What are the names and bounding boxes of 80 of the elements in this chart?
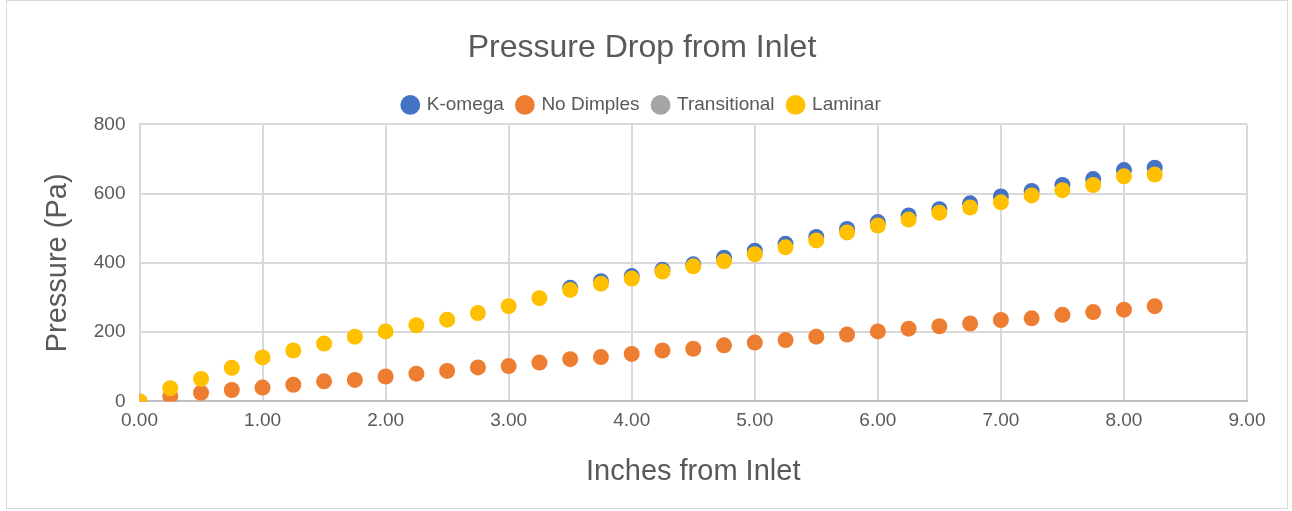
point bbox=[623, 345, 640, 362]
point bbox=[408, 317, 425, 334]
point bbox=[716, 337, 733, 354]
y-tick-label: 400 bbox=[93, 251, 126, 273]
point bbox=[500, 358, 517, 375]
point bbox=[931, 318, 948, 335]
point bbox=[900, 211, 917, 228]
point bbox=[685, 340, 702, 357]
point bbox=[439, 362, 456, 379]
x-tick-label: 5.00 bbox=[736, 409, 774, 431]
y-axis-title: Pressure (Pa) bbox=[40, 173, 73, 353]
y-tick-label: 600 bbox=[93, 181, 126, 203]
point bbox=[193, 384, 210, 401]
point bbox=[654, 342, 671, 359]
point bbox=[562, 351, 579, 368]
point bbox=[377, 368, 394, 385]
point bbox=[592, 349, 609, 366]
point bbox=[285, 342, 302, 359]
x-tick-label: 6.00 bbox=[859, 409, 897, 431]
point bbox=[531, 290, 548, 307]
point bbox=[746, 246, 763, 263]
point bbox=[808, 328, 825, 345]
x-tick-label: 1.00 bbox=[244, 409, 282, 431]
point bbox=[377, 323, 394, 340]
point bbox=[469, 305, 486, 322]
x-tick-label: 0.00 bbox=[121, 409, 158, 431]
point bbox=[316, 373, 333, 390]
point bbox=[1054, 182, 1071, 199]
point bbox=[808, 232, 825, 249]
point bbox=[346, 371, 363, 388]
point bbox=[469, 359, 486, 376]
point bbox=[162, 380, 179, 397]
point bbox=[223, 359, 240, 376]
x-tick-label: 2.00 bbox=[367, 409, 405, 431]
point bbox=[285, 376, 302, 393]
point bbox=[1146, 298, 1163, 315]
point bbox=[1023, 187, 1040, 204]
legend-label: Laminar bbox=[812, 93, 882, 115]
legend-label: Transitional bbox=[677, 93, 775, 115]
point bbox=[223, 381, 240, 398]
point bbox=[962, 315, 979, 332]
point bbox=[1085, 176, 1102, 193]
chart-title: Pressure Drop from Inlet bbox=[467, 28, 817, 65]
point bbox=[992, 312, 1009, 329]
point bbox=[254, 379, 271, 396]
point bbox=[962, 199, 979, 216]
x-axis-title: Inches from Inlet bbox=[586, 453, 801, 486]
point bbox=[316, 335, 333, 352]
point bbox=[839, 224, 856, 241]
legend-label: K-omega bbox=[426, 93, 505, 115]
point bbox=[531, 354, 548, 371]
x-tick-label: 8.00 bbox=[1105, 409, 1143, 431]
point bbox=[1115, 301, 1132, 318]
point bbox=[500, 298, 517, 315]
point bbox=[346, 328, 363, 345]
point bbox=[746, 334, 763, 351]
point bbox=[992, 194, 1009, 211]
point bbox=[1146, 166, 1163, 183]
point bbox=[439, 311, 456, 328]
point bbox=[777, 332, 794, 349]
y-tick-label: 200 bbox=[93, 320, 126, 342]
point bbox=[1054, 306, 1071, 323]
point bbox=[1023, 310, 1040, 327]
point bbox=[869, 323, 886, 340]
point bbox=[1115, 168, 1132, 185]
y-tick-label: 800 bbox=[93, 112, 126, 134]
x-tick-label: 7.00 bbox=[982, 409, 1020, 431]
point bbox=[716, 253, 733, 270]
x-tick-label: 3.00 bbox=[490, 409, 528, 431]
point bbox=[777, 239, 794, 256]
legend-label: No Dimples bbox=[541, 93, 640, 115]
point bbox=[839, 326, 856, 343]
y-tick-label: 0 bbox=[114, 389, 126, 411]
point bbox=[1085, 304, 1102, 321]
point bbox=[408, 365, 425, 382]
x-tick-label: 4.00 bbox=[613, 409, 651, 431]
x-tick-label: 9.00 bbox=[1228, 409, 1266, 431]
point bbox=[193, 370, 210, 387]
point bbox=[900, 320, 917, 337]
point bbox=[254, 349, 271, 366]
